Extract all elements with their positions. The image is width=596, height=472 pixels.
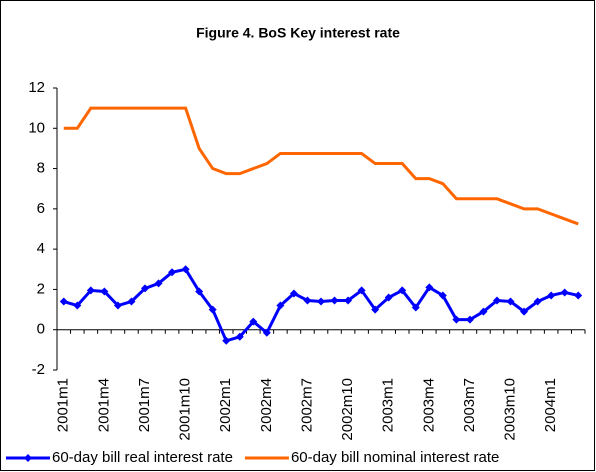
x-tick-label: 2003m7 bbox=[461, 378, 478, 432]
x-tick-label: 2001m7 bbox=[136, 378, 153, 432]
x-tick-label: 2002m10 bbox=[339, 378, 356, 441]
x-tick-label: 2002m1 bbox=[217, 378, 234, 432]
series-marker bbox=[127, 297, 136, 306]
x-tick-label: 2004m1 bbox=[542, 378, 559, 432]
y-tick-label: 10 bbox=[28, 119, 45, 136]
series-marker bbox=[289, 289, 298, 298]
y-tick-label: 8 bbox=[37, 160, 45, 177]
series-marker bbox=[222, 336, 231, 345]
series-marker bbox=[262, 328, 271, 337]
y-tick-label: 4 bbox=[37, 240, 45, 257]
series-marker bbox=[438, 291, 447, 300]
series-marker bbox=[73, 301, 82, 310]
series-marker bbox=[317, 297, 325, 306]
series-marker bbox=[452, 315, 461, 324]
series-marker bbox=[398, 286, 407, 295]
y-tick-label: -2 bbox=[32, 361, 45, 378]
y-tick-label: 0 bbox=[37, 321, 45, 338]
series-marker bbox=[384, 293, 393, 302]
series-marker bbox=[371, 305, 380, 314]
series-marker bbox=[560, 288, 569, 297]
series-marker bbox=[154, 279, 163, 288]
series-marker bbox=[411, 303, 420, 312]
legend-label: 60-day bill real interest rate bbox=[52, 449, 233, 466]
series-marker bbox=[533, 297, 542, 306]
series-marker bbox=[506, 297, 515, 306]
x-tick-label: 2003m1 bbox=[380, 378, 397, 432]
legend-marker bbox=[24, 454, 32, 462]
x-tick-label: 2002m4 bbox=[258, 378, 275, 432]
series-marker bbox=[493, 296, 501, 305]
series-marker bbox=[181, 265, 190, 274]
x-tick-label: 2001m4 bbox=[95, 378, 112, 432]
series-marker bbox=[86, 286, 95, 295]
series-marker bbox=[574, 291, 583, 300]
series-marker bbox=[330, 296, 339, 305]
y-tick-label: 2 bbox=[37, 280, 45, 297]
legend-label: 60-day bill nominal interest rate bbox=[291, 449, 499, 466]
x-tick-label: 2001m1 bbox=[55, 378, 72, 432]
y-tick-label: 12 bbox=[28, 79, 45, 96]
series-marker bbox=[113, 301, 122, 310]
x-tick-label: 2003m10 bbox=[502, 378, 519, 441]
series-marker bbox=[344, 296, 353, 305]
series-marker bbox=[235, 332, 244, 341]
series-line bbox=[63, 106, 579, 226]
x-tick-label: 2002m7 bbox=[298, 378, 315, 432]
x-tick-label: 2001m10 bbox=[177, 378, 194, 441]
series-marker bbox=[357, 286, 366, 295]
series-marker bbox=[208, 305, 217, 314]
series-marker bbox=[547, 291, 556, 300]
series-marker bbox=[276, 301, 285, 310]
series-marker bbox=[249, 317, 258, 326]
x-tick-label: 2003m4 bbox=[420, 378, 437, 432]
series-marker bbox=[141, 284, 149, 293]
series-marker bbox=[100, 287, 109, 296]
series-marker bbox=[425, 283, 434, 292]
series-marker bbox=[303, 296, 312, 305]
series-marker bbox=[465, 315, 474, 324]
chart-title: Figure 4. BoS Key interest rate bbox=[196, 25, 400, 41]
series-marker bbox=[195, 287, 204, 296]
series-marker bbox=[168, 268, 177, 277]
series-marker bbox=[59, 297, 68, 306]
series-marker bbox=[479, 307, 488, 316]
y-tick-label: 6 bbox=[37, 200, 45, 217]
series-marker bbox=[520, 307, 529, 316]
